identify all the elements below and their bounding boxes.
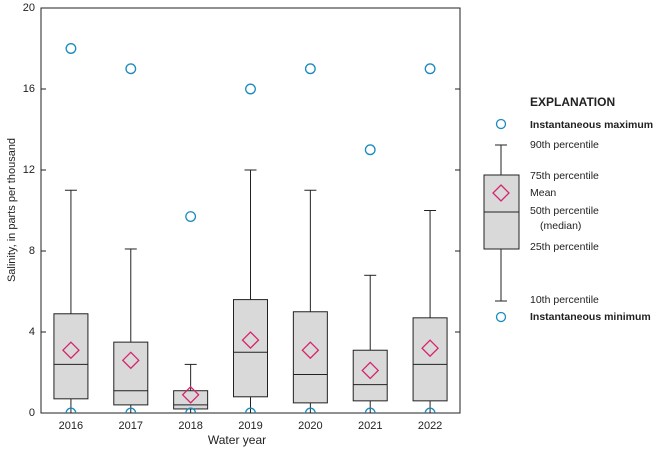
min-marker xyxy=(304,407,316,413)
legend-min-symbol xyxy=(495,311,507,323)
y-tick-label: 8 xyxy=(29,245,35,257)
y-axis-title: Salinity, in parts per thousand xyxy=(6,138,18,282)
box xyxy=(173,390,209,410)
box xyxy=(53,313,89,400)
min-marker xyxy=(65,407,77,413)
y-tick-label: 16 xyxy=(23,83,35,95)
min-marker xyxy=(424,407,436,413)
y-tick-label: 20 xyxy=(23,2,35,14)
legend-label: 25th percentile xyxy=(530,241,599,253)
legend-mean-symbol xyxy=(492,184,510,202)
max-marker xyxy=(65,43,77,54)
legend-title: EXPLANATION xyxy=(530,95,615,109)
legend-label: 10th percentile xyxy=(530,294,599,306)
max-marker xyxy=(185,211,197,223)
legend-label: (median) xyxy=(540,220,581,232)
legend: EXPLANATION Instantaneous maximum 90th p… xyxy=(483,95,653,323)
min-marker xyxy=(245,407,256,413)
mean-marker xyxy=(301,341,320,360)
mean-marker xyxy=(361,361,380,380)
max-marker xyxy=(245,83,256,95)
legend-label: Instantaneous minimum xyxy=(530,311,651,323)
x-tick-label: 2021 xyxy=(358,420,382,432)
mean-marker xyxy=(241,331,260,350)
mean-marker xyxy=(421,339,439,358)
y-tick-label: 4 xyxy=(29,326,35,338)
x-tick-label: 2017 xyxy=(119,420,143,432)
y-tick-label: 0 xyxy=(29,407,35,419)
x-axis-title: Water year xyxy=(208,433,266,447)
x-tick-label: 2019 xyxy=(238,420,262,432)
mean-marker xyxy=(121,351,140,370)
legend-max-symbol xyxy=(495,118,507,130)
plot-area xyxy=(53,43,448,413)
x-tick-label: 2016 xyxy=(59,420,83,432)
box xyxy=(412,317,448,402)
legend-label: 50th percentile xyxy=(530,205,599,217)
x-tick-label: 2018 xyxy=(178,420,202,432)
max-marker xyxy=(424,63,436,75)
legend-label: 75th percentile xyxy=(530,170,599,182)
mean-marker xyxy=(181,385,200,404)
box xyxy=(352,349,388,402)
legend-label: 90th percentile xyxy=(530,139,599,151)
mean-marker xyxy=(62,341,80,360)
legend-label: Mean xyxy=(530,187,556,199)
max-marker xyxy=(364,144,376,156)
x-tick-label: 2020 xyxy=(298,420,322,432)
min-marker xyxy=(185,407,197,413)
x-tick-label: 2022 xyxy=(418,420,442,432)
min-marker xyxy=(364,407,376,413)
min-marker xyxy=(125,407,137,413)
max-marker xyxy=(125,63,137,75)
y-tick-label: 12 xyxy=(23,164,35,176)
max-marker xyxy=(304,63,316,75)
legend-label: Instantaneous maximum xyxy=(530,119,653,131)
